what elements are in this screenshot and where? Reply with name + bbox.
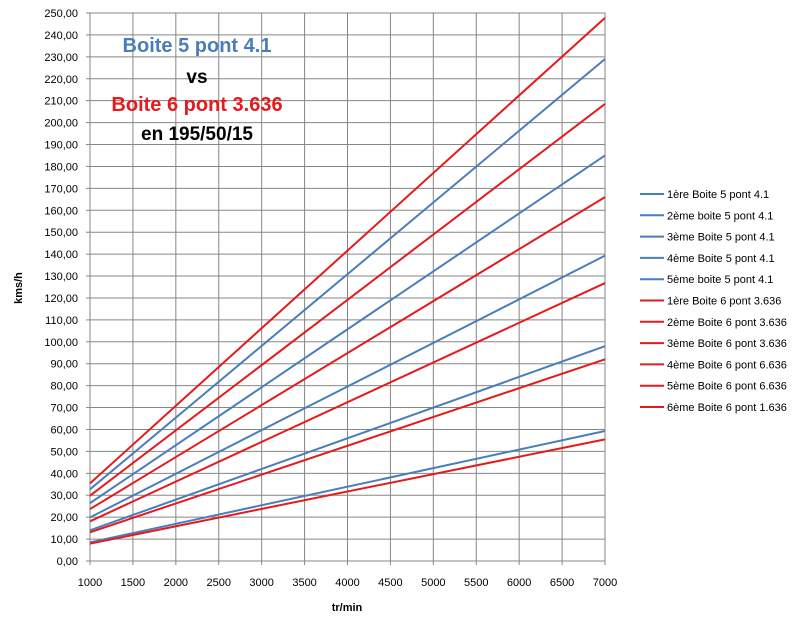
- gridlines: [89, 12, 606, 562]
- x-tick-label: 4500: [378, 577, 402, 589]
- legend-label: 6ème Boite 6 pont 1.636: [667, 402, 787, 414]
- x-tick-label: 6000: [507, 577, 531, 589]
- legend: 1ère Boite 5 pont 4.1 2ème boite 5 pont 4…: [640, 189, 787, 414]
- y-tick-label: 180,00: [44, 161, 78, 173]
- series-line-10: [89, 103, 606, 497]
- y-tick-label: 80,00: [50, 381, 78, 393]
- y-tick-label: 190,00: [44, 140, 78, 152]
- y-tick-label: 170,00: [44, 183, 78, 195]
- y-tick-label: 230,00: [44, 52, 78, 64]
- y-tick-label: 240,00: [44, 30, 78, 42]
- series-line-7: [89, 358, 606, 534]
- x-tick-label: 7000: [593, 577, 617, 589]
- legend-label: 3ème Boite 5 pont 4.1: [667, 232, 775, 244]
- x-tick-label: 2000: [164, 577, 188, 589]
- y-tick-label: 120,00: [44, 293, 78, 305]
- series-line-8: [89, 282, 606, 523]
- y-tick-label: 130,00: [44, 271, 78, 283]
- y-tick-label: 30,00: [50, 490, 78, 502]
- y-tick-label: 100,00: [44, 337, 78, 349]
- series-line-2: [89, 345, 606, 532]
- y-tick-label: 90,00: [50, 359, 78, 371]
- legend-label: 4ème Boite 5 pont 4.1: [667, 253, 775, 265]
- y-tick-label: 50,00: [50, 446, 78, 458]
- y-tick-label: 10,00: [50, 534, 78, 546]
- series-line-4: [89, 154, 606, 504]
- legend-label: 5ème boite 5 pont 4.1: [667, 274, 773, 286]
- y-axis-ticks: 0,00 10,00 20,00 30,00 40,00 50,00 60,00 70,00 8…: [44, 8, 90, 568]
- y-tick-label: 110,00: [45, 315, 78, 327]
- x-tick-label: 3000: [249, 577, 273, 589]
- series-line-6: [89, 438, 606, 545]
- y-tick-label: 0,00: [57, 556, 78, 568]
- chart-title-block: Boite 5 pont 4.1 vs Boite 6 pont 3.636 en 1…: [111, 35, 282, 145]
- series-lines: [89, 17, 606, 545]
- x-tick-label: 5500: [464, 577, 488, 589]
- series-line-5: [89, 58, 606, 491]
- legend-label: 5ème Boite 6 pont 6.636: [667, 381, 787, 393]
- y-tick-label: 70,00: [50, 403, 78, 415]
- legend-label: 1ère Boite 5 pont 4.1: [667, 189, 769, 201]
- x-tick-label: 5000: [421, 577, 445, 589]
- series-line-11: [89, 17, 606, 485]
- y-tick-label: 200,00: [44, 118, 78, 130]
- x-tick-label: 6500: [550, 577, 574, 589]
- y-tick-label: 150,00: [44, 227, 78, 239]
- y-tick-label: 20,00: [50, 512, 78, 524]
- y-axis-title: kms/h: [13, 272, 25, 304]
- y-tick-label: 160,00: [44, 205, 78, 217]
- legend-label: 2ème Boite 6 pont 3.636: [667, 317, 787, 329]
- series-line-1: [89, 430, 606, 544]
- title-line-2: vs: [186, 67, 207, 88]
- x-tick-label: 1000: [78, 577, 102, 589]
- series-line-9: [89, 196, 606, 510]
- y-tick-label: 40,00: [50, 468, 78, 480]
- legend-label: 3ème Boite 6 pont 3.636: [667, 338, 787, 350]
- series-line-3: [89, 254, 606, 519]
- x-tick-label: 3500: [292, 577, 316, 589]
- x-tick-label: 4000: [335, 577, 359, 589]
- y-tick-label: 210,00: [44, 96, 78, 108]
- x-tick-label: 1500: [121, 577, 145, 589]
- title-line-3: Boite 6 pont 3.636: [111, 94, 282, 116]
- y-tick-label: 250,00: [44, 8, 78, 20]
- y-tick-label: 140,00: [44, 249, 78, 261]
- y-tick-label: 60,00: [50, 424, 78, 436]
- title-line-4: en 195/50/15: [141, 124, 253, 145]
- title-line-1: Boite 5 pont 4.1: [123, 35, 272, 57]
- x-tick-label: 2500: [207, 577, 231, 589]
- legend-label: 1ère Boite 6 pont 3.636: [667, 296, 781, 308]
- legend-label: 2ème boite 5 pont 4.1: [667, 210, 773, 222]
- x-axis-ticks: 1000 1500 2000 2500 3000 3500 4000 4500 5000 5500…: [78, 561, 617, 589]
- y-tick-label: 220,00: [44, 74, 78, 86]
- legend-label: 4ème Boite 6 pont 6.636: [667, 359, 787, 371]
- x-axis-title: tr/min: [332, 602, 363, 614]
